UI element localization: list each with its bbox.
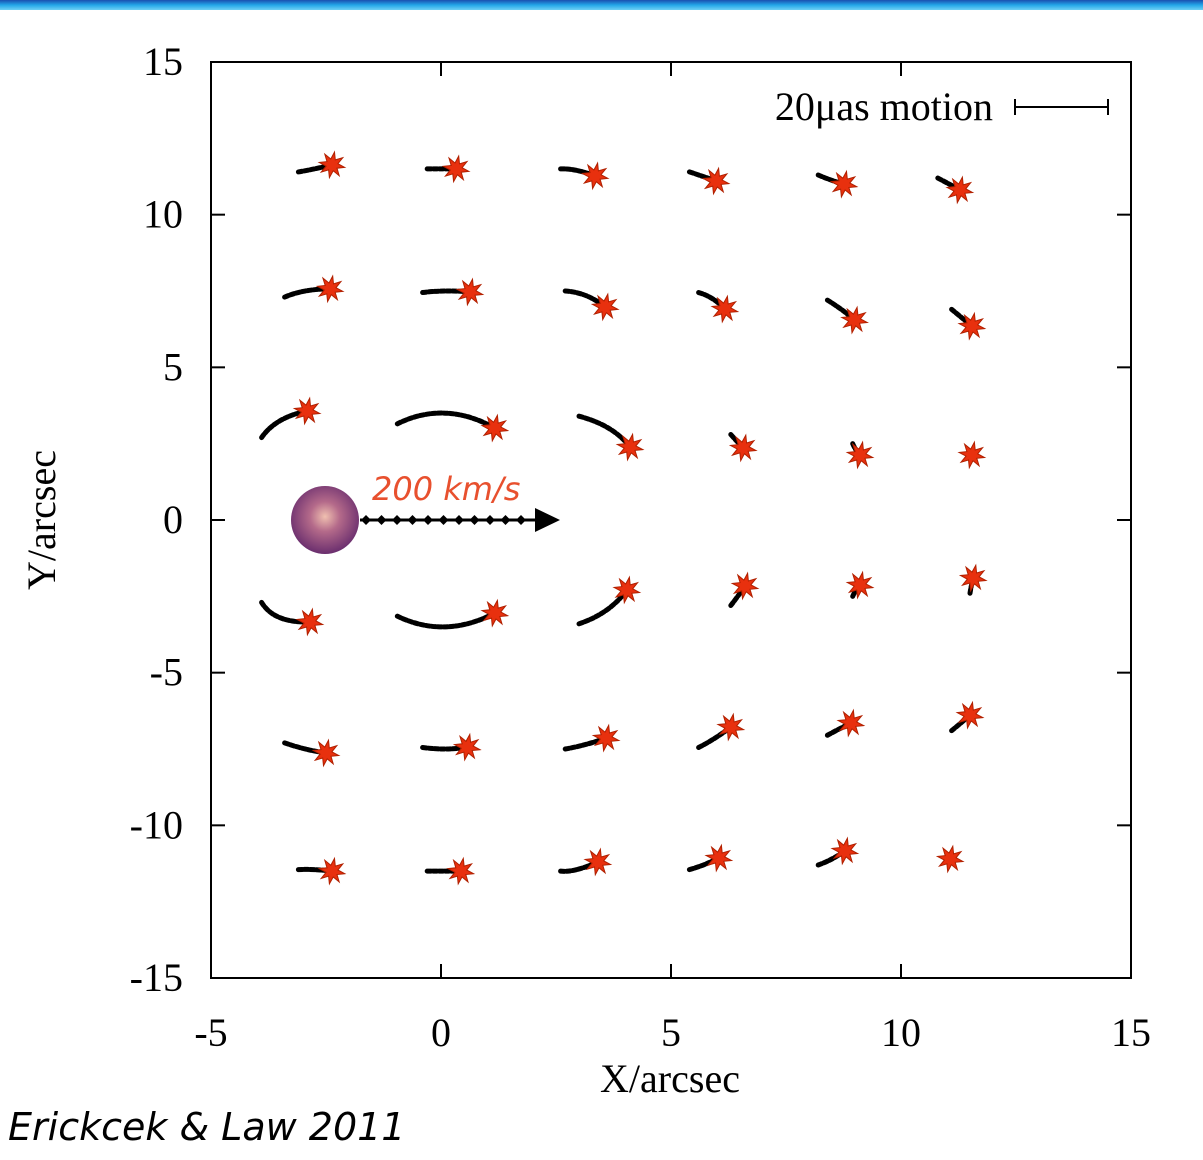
star [831,171,857,197]
x-axis-label: X/arcsec [600,1056,740,1101]
star [947,177,973,203]
arrow-diamond [501,515,511,525]
arrow-diamond [439,515,449,525]
arrow-diamond [361,515,371,525]
arrow-diamond [454,515,464,525]
scale-bar [1015,99,1108,115]
star [482,415,508,441]
y-tick-label: -10 [130,802,183,847]
arrow-diamond [485,515,495,525]
x-tick-label: 0 [431,1010,451,1055]
chart: 20μas motion 200 km/s X/arcsec Y/arcsec … [0,0,1203,1160]
y-tick-label: -15 [130,955,183,1000]
star [706,845,732,871]
star [938,846,964,872]
star [585,849,611,875]
arrow-diamond [516,515,526,525]
x-tick-label: -5 [194,1010,227,1055]
star [317,276,343,302]
header-band [0,0,1203,10]
x-tick-label: 10 [881,1010,921,1055]
x-tick-label: 5 [661,1010,681,1055]
star [319,858,345,884]
star [455,734,481,760]
star [448,858,474,884]
y-axis-label: Y/arcsec [19,450,64,590]
star [294,398,320,424]
star [703,168,729,194]
arrow-diamond [392,515,402,525]
velocity-label: 200 km/s [372,470,520,508]
trail [397,613,495,627]
arrow-diamond [423,515,433,525]
y-tick-label: 10 [143,192,183,237]
y-tick-label: 5 [163,344,183,389]
star [482,600,508,626]
star [457,279,483,305]
x-tick-label: 15 [1111,1010,1151,1055]
y-tick-label: 15 [143,39,183,84]
arrow-diamond [408,515,418,525]
trail [397,413,495,428]
star [297,609,323,635]
star [961,565,987,591]
y-tick-label: -5 [150,650,183,695]
star [593,725,619,751]
star [313,740,339,766]
scale-bar-label: 20μas motion [775,84,993,129]
trail [579,416,630,447]
lens [291,486,359,554]
star [838,710,864,736]
y-tick-label: 0 [163,497,183,542]
star [959,442,985,468]
arrow-diamond [470,515,480,525]
credit: Erickcek & Law 2011 [8,1105,405,1149]
page: 20μas motion 200 km/s X/arcsec Y/arcsec … [0,0,1203,1160]
star [832,838,858,864]
star [443,156,469,182]
star [582,163,608,189]
star [319,152,345,178]
arrow-diamond [377,515,387,525]
